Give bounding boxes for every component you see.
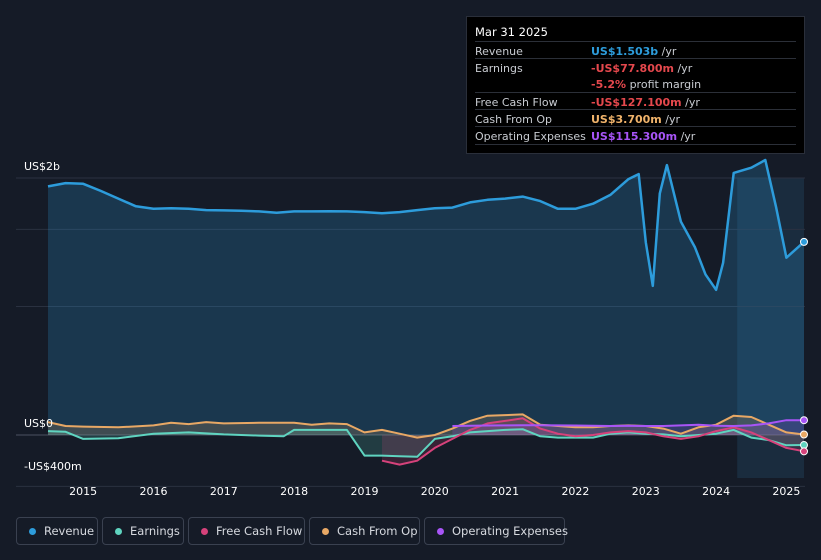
legend-label: Free Cash Flow [216, 524, 303, 538]
tooltip-value: US$115.300m /yr [591, 130, 695, 143]
y-label-zero: US$0 [24, 417, 53, 430]
free-cash-flow-area [382, 418, 804, 465]
earnings-dot-icon [115, 528, 122, 535]
tooltip-value-number: -5.2% [591, 78, 627, 91]
x-tick-label: 2017 [210, 485, 238, 498]
series-areas [48, 160, 804, 465]
revenue-line [47, 158, 805, 292]
revenue-area [48, 160, 804, 435]
tooltip-value-number: -US$77.800m [591, 62, 674, 75]
cash-from-op-line [47, 413, 805, 439]
tooltip-unit: /yr [658, 45, 677, 58]
tooltip-row-cash-from-op: Cash From Op US$3.700m /yr [475, 109, 796, 127]
x-tick-label: 2022 [561, 485, 589, 498]
tooltip-unit: /yr [677, 130, 696, 143]
free-cash-flow-dot-icon [201, 528, 208, 535]
legend-label: Cash From Op [337, 524, 418, 538]
tooltip-unit: /yr [673, 62, 693, 75]
forecast-highlight [737, 178, 804, 478]
tooltip-row-revenue: Revenue US$1.503b /yr [475, 41, 796, 59]
legend-label: Revenue [44, 524, 95, 538]
x-tick-label: 2023 [632, 485, 660, 498]
x-tick-label: 2015 [69, 485, 97, 498]
tooltip: Mar 31 2025 Revenue US$1.503b /yr Earnin… [466, 16, 805, 154]
tooltip-value-number: US$115.300m [591, 130, 678, 143]
legend-item-revenue[interactable]: Revenue [16, 517, 98, 545]
tooltip-row-earnings: Earnings -US$77.800m /yr [475, 58, 796, 76]
x-tick-label: 2020 [421, 485, 449, 498]
tooltip-value: -5.2% profit margin [591, 78, 701, 91]
series-endpoints [800, 237, 808, 456]
legend-item-earnings[interactable]: Earnings [102, 517, 184, 545]
tooltip-value-number: -US$127.100m [591, 96, 682, 109]
x-tick-label: 2018 [280, 485, 308, 498]
tooltip-value: -US$127.100m /yr [591, 96, 700, 109]
revenue-endpoint [800, 237, 808, 246]
free-cash-flow-endpoint [800, 447, 808, 456]
y-label-bottom: -US$400m [24, 460, 82, 473]
legend-item-operating-expenses[interactable]: Operating Expenses [424, 517, 568, 545]
tooltip-value-number: US$1.503b [591, 45, 659, 58]
x-axis-ticks: 2015 2016 2017 2018 2019 2020 2021 2022 2023 2024… [69, 485, 800, 498]
earnings-line [47, 428, 805, 458]
tooltip-row-free-cash-flow: Free Cash Flow -US$127.100m /yr [475, 92, 796, 110]
tooltip-bottom-divider [475, 144, 796, 145]
tooltip-row-operating-expenses: Operating Expenses US$115.300m /yr [475, 126, 796, 144]
tooltip-value: -US$77.800m /yr [591, 62, 692, 75]
tooltip-unit: /yr [661, 113, 681, 126]
tooltip-label: Cash From Op [475, 113, 553, 126]
operating-expenses-endpoint [800, 416, 808, 425]
x-tick-label: 2024 [702, 485, 730, 498]
x-tick-label: 2019 [350, 485, 378, 498]
earnings-area [48, 429, 804, 457]
legend-label: Earnings [130, 524, 180, 538]
free-cash-flow-line [381, 417, 805, 466]
legend-item-free-cash-flow[interactable]: Free Cash Flow [188, 517, 305, 545]
y-label-top: US$2b [24, 160, 60, 173]
legend-label: Operating Expenses [452, 524, 568, 538]
tooltip-label: Earnings [475, 62, 523, 75]
revenue-dot-icon [29, 528, 36, 535]
series-lines [47, 158, 805, 466]
tooltip-label: Revenue [475, 45, 523, 58]
legend-item-cash-from-op[interactable]: Cash From Op [309, 517, 420, 545]
tooltip-unit: profit margin [626, 78, 702, 91]
operating-expenses-dot-icon [437, 528, 444, 535]
cash-from-op-dot-icon [322, 528, 329, 535]
tooltip-label: Free Cash Flow [475, 96, 558, 109]
cash-from-op-endpoint [800, 430, 808, 439]
tooltip-value-number: US$3.700m [591, 113, 662, 126]
tooltip-row-margin: -5.2% profit margin [475, 75, 796, 92]
operating-expenses-line [452, 419, 804, 427]
x-tick-label: 2021 [491, 485, 519, 498]
x-tick-label: 2025 [772, 485, 800, 498]
tooltip-label: Operating Expenses [475, 130, 586, 143]
tooltip-value: US$1.503b /yr [591, 45, 676, 58]
tooltip-value: US$3.700m /yr [591, 113, 680, 126]
x-tick-label: 2016 [139, 485, 167, 498]
tooltip-date: Mar 31 2025 [475, 25, 548, 39]
tooltip-unit: /yr [681, 96, 700, 109]
